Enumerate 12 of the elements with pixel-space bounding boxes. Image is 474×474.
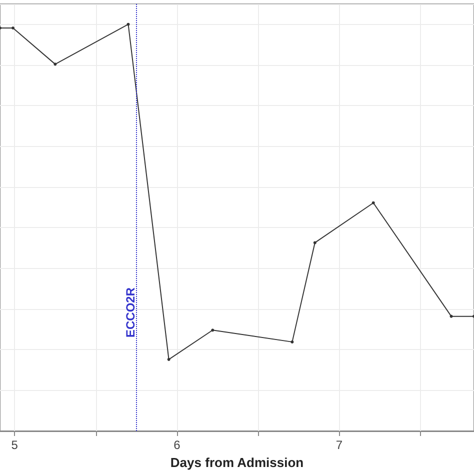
point: [211, 328, 214, 332]
x-tick-label: 5: [11, 438, 18, 452]
ref-line-label: ECCO2R: [123, 287, 138, 338]
x-tick-label: 7: [336, 438, 343, 452]
point: [372, 201, 375, 204]
point: [167, 358, 170, 361]
point: [54, 62, 57, 66]
x-axis-title: Days from Admission: [170, 454, 304, 470]
point: [313, 241, 316, 244]
x-tick-label: 6: [174, 438, 181, 452]
point: [450, 314, 453, 318]
point: [290, 340, 294, 344]
